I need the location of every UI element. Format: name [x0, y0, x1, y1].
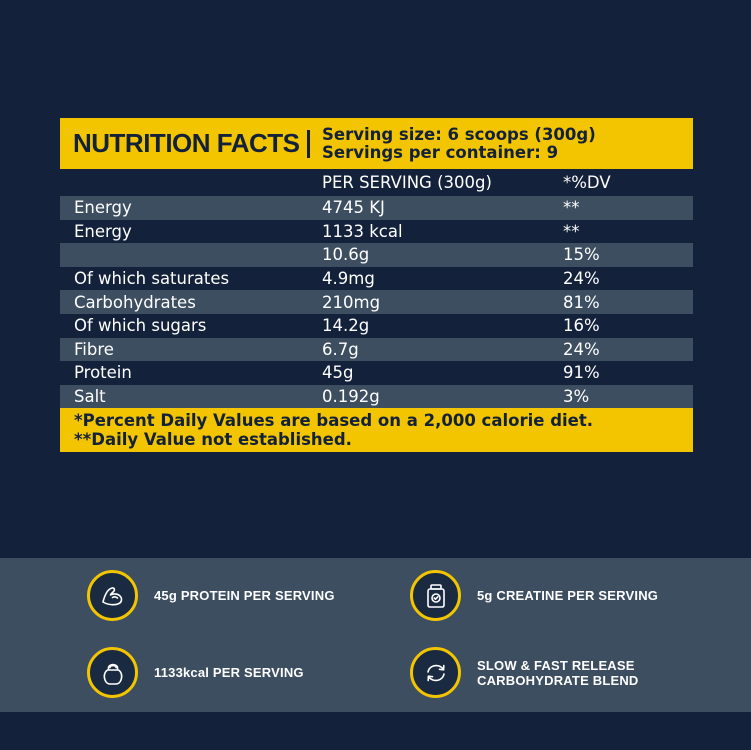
nutrient-name: Of which sugars	[74, 316, 207, 336]
table-row: 10.6g 15%	[60, 243, 693, 267]
nutrient-value: 6.7g	[322, 339, 359, 359]
feature-creatine-label: 5g CREATINE PER SERVING	[477, 588, 659, 603]
table-row: Fibre 6.7g 24%	[60, 337, 693, 362]
kettlebell-icon	[87, 647, 138, 698]
nutrient-name: Energy	[74, 221, 132, 241]
bicep-icon	[87, 570, 138, 621]
nutrient-name: Carbohydrates	[74, 292, 196, 312]
nutrient-name: Energy	[74, 198, 132, 218]
cycle-arrows-icon	[410, 647, 461, 698]
nutrient-name: Of which saturates	[74, 269, 230, 289]
nutrient-value: 45g	[322, 363, 354, 383]
nutrient-value: 210mg	[322, 292, 381, 312]
serving-size: Serving size: 6 scoops (300g)	[322, 124, 596, 144]
nutrient-dv: **	[563, 221, 580, 241]
features-strip: 45g PROTEIN PER SERVING 5g CREATINE PER …	[0, 558, 751, 712]
nutrient-value: 14.2g	[322, 316, 370, 336]
nutrition-facts-panel: NUTRITION FACTS Serving size: 6 scoops (…	[60, 118, 693, 453]
nutrient-name: Protein	[74, 363, 132, 383]
feature-kcal: 1133kcal PER SERVING	[87, 647, 304, 698]
feature-protein-label: 45g PROTEIN PER SERVING	[154, 588, 335, 603]
nutrient-dv: 81%	[563, 292, 600, 312]
table-row: Energy 4745 KJ **	[60, 196, 693, 220]
header-dv: *%DV	[563, 173, 611, 192]
table-header-row: PER SERVING (300g) *%DV	[60, 169, 693, 196]
table-row: Salt 0.192g 3%	[60, 384, 693, 409]
table-row: Of which saturates 4.9mg 24%	[60, 267, 693, 291]
footnote-dv-not-established: **Daily Value not established.	[74, 430, 352, 450]
nutrient-value: 10.6g	[322, 245, 370, 265]
nutrient-value: 0.192g	[322, 387, 380, 407]
table-row: Protein 45g 91%	[60, 361, 693, 385]
header-per-serving: PER SERVING (300g)	[322, 173, 492, 192]
nutrient-dv: 3%	[563, 387, 590, 407]
feature-carbs-line2: CARBOHYDRATE BLEND	[477, 672, 639, 688]
table-row: Energy 1133 kcal **	[60, 220, 693, 244]
footnote-dv-basis: *Percent Daily Values are based on a 2,0…	[74, 411, 594, 431]
facts-title: NUTRITION FACTS	[73, 128, 300, 158]
facts-header: NUTRITION FACTS Serving size: 6 scoops (…	[60, 118, 693, 169]
nutrient-dv: **	[563, 198, 580, 218]
nutrient-dv: 15%	[563, 245, 600, 265]
nutrient-value: 1133 kcal	[322, 221, 403, 241]
nutrient-dv: 24%	[563, 339, 600, 359]
nutrient-name: Fibre	[74, 339, 114, 359]
serving-info: Serving size: 6 scoops (300g) Servings p…	[322, 124, 596, 162]
feature-carbs-line1: SLOW & FAST RELEASE	[477, 657, 635, 673]
table-row: Carbohydrates 210mg 81%	[60, 290, 693, 314]
feature-carbs: SLOW & FAST RELEASE CARBOHYDRATE BLEND	[410, 647, 639, 698]
feature-protein: 45g PROTEIN PER SERVING	[87, 570, 335, 621]
nutrient-dv: 16%	[563, 316, 600, 336]
supplement-jar-icon	[410, 570, 461, 621]
nutrient-dv: 91%	[563, 363, 600, 383]
table-row: Of which sugars 14.2g 16%	[60, 314, 693, 338]
nutrient-dv: 24%	[563, 269, 600, 289]
nutrient-name: Salt	[74, 387, 106, 407]
header-divider	[307, 129, 310, 158]
nutrient-value: 4.9mg	[322, 269, 375, 289]
feature-kcal-label: 1133kcal PER SERVING	[154, 665, 304, 680]
feature-carbs-label: SLOW & FAST RELEASE CARBOHYDRATE BLEND	[477, 658, 639, 688]
feature-creatine: 5g CREATINE PER SERVING	[410, 570, 658, 621]
nutrient-value: 4745 KJ	[322, 198, 385, 218]
servings-per-container: Servings per container: 9	[322, 142, 559, 162]
dv-footnote: *Percent Daily Values are based on a 2,0…	[60, 408, 693, 453]
